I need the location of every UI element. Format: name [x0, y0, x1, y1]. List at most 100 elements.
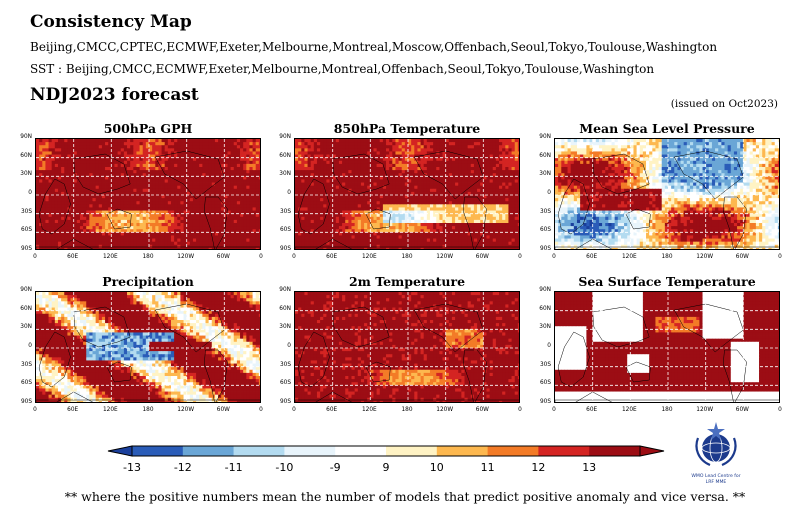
lon-tick-label: 180: [142, 254, 154, 260]
map-panel-precip: [35, 291, 261, 403]
lat-tick-label: 90S: [279, 246, 291, 252]
map-panel-t850: [294, 138, 520, 250]
lon-tick-label: 0: [778, 254, 782, 260]
sst-map-svg: [555, 292, 779, 402]
lon-tick-label: 0: [33, 407, 37, 413]
panel-title-mslp: Mean Sea Level Pressure: [579, 121, 755, 136]
lon-tick-label: 0: [518, 407, 522, 413]
issued-date: (issued on Oct2023): [670, 98, 778, 110]
lat-tick-label: 60S: [279, 380, 291, 387]
lon-tick-label: 0: [518, 254, 522, 260]
lat-tick-label: 90N: [539, 287, 551, 293]
map-panel-sst: [554, 291, 780, 403]
lon-tick-label: 0: [552, 254, 556, 260]
lon-tick-label: 0: [778, 407, 782, 413]
colorbar-segment: [386, 446, 438, 456]
lon-tick-label: 120E: [621, 254, 637, 260]
colorbar-extend-high: [639, 445, 665, 457]
panel-title-t850: 850hPa Temperature: [333, 121, 481, 136]
lon-tick-label: 60W: [475, 407, 489, 413]
lat-tick-label: 30N: [279, 324, 291, 331]
lon-tick-label: 60W: [216, 254, 230, 260]
lon-tick-label: 60E: [326, 407, 338, 413]
lon-tick-label: 60W: [475, 254, 489, 260]
lat-tick-label: 30S: [539, 208, 551, 215]
colorbar-tick-label: -9: [329, 461, 341, 474]
lon-tick-label: 0: [259, 254, 263, 260]
lon-tick-label: 60E: [586, 407, 598, 413]
lat-tick-label: 60N: [539, 305, 551, 312]
lon-tick-label: 60E: [586, 254, 598, 260]
lat-tick-label: 90S: [539, 399, 551, 405]
panel-title-precip: Precipitation: [102, 274, 194, 289]
lat-tick-label: 30S: [20, 361, 32, 368]
lon-tick-label: 120W: [696, 254, 714, 260]
lat-tick-label: 90N: [20, 287, 32, 293]
lat-tick-label: 30N: [539, 171, 551, 178]
sst-model-list: SST : Beijing,CMCC,ECMWF,Exeter,Melbourn…: [30, 62, 655, 76]
page-title: Consistency Map: [30, 12, 192, 32]
map-panel-gph: [35, 138, 261, 250]
lat-tick-label: 90S: [279, 399, 291, 405]
colorbar-tick-label: -12: [173, 461, 192, 474]
lat-tick-label: 30N: [20, 324, 32, 331]
lat-tick-label: 60N: [20, 152, 32, 159]
logo-caption-2: LRF MME: [705, 480, 727, 485]
panel-title-sst: Sea Surface Temperature: [578, 274, 756, 289]
lon-tick-label: 120W: [177, 407, 195, 413]
lon-tick-label: 60W: [735, 254, 749, 260]
lon-tick-label: 180: [401, 407, 413, 413]
lon-tick-label: 60W: [216, 407, 230, 413]
lat-tick-label: 60S: [539, 380, 551, 387]
lat-tick-label: 30N: [539, 324, 551, 331]
colorbar-segment: [436, 446, 488, 456]
lon-tick-label: 0: [259, 407, 263, 413]
wmo-logo: [690, 420, 742, 472]
lat-tick-label: 60S: [279, 227, 291, 234]
lon-tick-label: 120E: [361, 407, 377, 413]
lon-tick-label: 120E: [102, 407, 118, 413]
lat-tick-label: 0: [547, 190, 551, 196]
footnote: ** where the positive numbers mean the n…: [64, 489, 746, 504]
t2m-map-svg: [295, 292, 519, 402]
colorbar-segment: [589, 446, 641, 456]
lat-tick-label: 0: [28, 343, 32, 349]
colorbar-segment: [335, 446, 387, 456]
lon-tick-label: 0: [552, 407, 556, 413]
logo-caption-1: WMO Lead Centre for: [691, 474, 741, 479]
map-panel-t2m: [294, 291, 520, 403]
colorbar-segment: [132, 446, 184, 456]
lon-tick-label: 120W: [436, 254, 454, 260]
colorbar-tick-label: 11: [480, 461, 495, 474]
lon-tick-label: 120E: [621, 407, 637, 413]
lon-tick-label: 0: [292, 254, 296, 260]
lat-tick-label: 90N: [279, 287, 291, 293]
forecast-period: NDJ2023 forecast: [30, 85, 199, 105]
lon-tick-label: 0: [33, 254, 37, 260]
colorbar-tick-label: -10: [275, 461, 294, 474]
colorbar-segment: [487, 446, 539, 456]
lon-tick-label: 60E: [67, 254, 79, 260]
lon-tick-label: 60W: [735, 407, 749, 413]
lat-tick-label: 30N: [279, 171, 291, 178]
lon-tick-label: 180: [142, 407, 154, 413]
colorbar-tick-label: -13: [123, 461, 141, 474]
lon-tick-label: 60E: [67, 407, 79, 413]
lon-tick-label: 120W: [696, 407, 714, 413]
lon-tick-label: 180: [401, 254, 413, 260]
lat-tick-label: 30N: [20, 171, 32, 178]
lon-tick-label: 120W: [436, 407, 454, 413]
model-list: Beijing,CMCC,CPTEC,ECMWF,Exeter,Melbourn…: [30, 40, 718, 54]
lat-tick-label: 30S: [20, 208, 32, 215]
mslp-map-svg: [555, 139, 779, 249]
colorbar-tick-label: -11: [224, 461, 243, 474]
lon-tick-label: 60E: [326, 254, 338, 260]
lat-tick-label: 60S: [20, 227, 32, 234]
colorbar-segment: [233, 446, 285, 456]
colorbar-svg: [107, 445, 665, 457]
colorbar-segment: [538, 446, 590, 456]
lat-tick-label: 30S: [279, 208, 291, 215]
lat-tick-label: 90N: [20, 134, 32, 140]
lat-tick-label: 0: [287, 343, 291, 349]
colorbar-tick-label: 9: [382, 461, 390, 474]
